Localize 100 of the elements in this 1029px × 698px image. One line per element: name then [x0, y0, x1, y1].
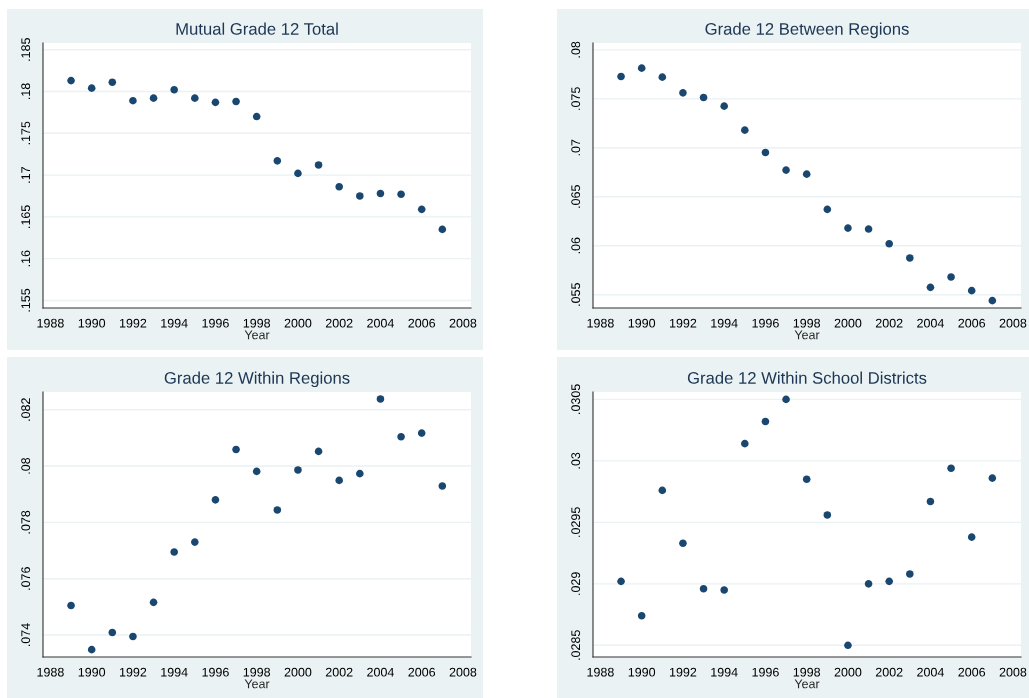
x-tick-label: 2008	[999, 318, 1027, 328]
point	[191, 94, 199, 102]
y-tick-label: .07	[571, 139, 581, 156]
y-tick-label: .18	[21, 83, 31, 100]
x-tick-label: 2004	[917, 318, 944, 328]
point	[108, 628, 117, 637]
y-tick-label: .08	[571, 41, 581, 58]
y-tick-label: .08	[21, 457, 31, 474]
chart-title: Grade 12 Within Regions	[164, 371, 350, 388]
y-tick-label: .06	[571, 237, 581, 254]
point	[87, 84, 96, 92]
x-tick-label: 1990	[628, 667, 656, 677]
point	[761, 148, 770, 157]
x-tick-label: 2006	[958, 667, 986, 677]
point	[232, 445, 240, 454]
x-tick-label: 1996	[202, 667, 229, 677]
point	[926, 283, 935, 292]
chart-title: Grade 12 Within School Districts	[687, 371, 927, 384]
y-tick-label: .055	[571, 283, 581, 306]
point	[170, 548, 178, 556]
x-tick-label: 2004	[367, 667, 394, 677]
point	[637, 612, 646, 620]
x-tick-label: 1992	[669, 667, 697, 677]
x-tick-label: 2000	[834, 318, 862, 328]
y-tick-label: .065	[571, 185, 581, 208]
point	[376, 395, 385, 403]
y-tick-label: .029	[571, 572, 581, 595]
point	[617, 72, 625, 81]
x-tick-label: 2002	[875, 318, 903, 328]
point	[823, 205, 832, 214]
x-tick-label: 1998	[243, 667, 271, 677]
x-tick-label: 1994	[161, 318, 188, 328]
x-tick-label: 2002	[325, 318, 353, 328]
point	[864, 580, 873, 588]
x-tick-label: 1992	[119, 318, 147, 328]
point	[720, 586, 728, 594]
point	[191, 538, 199, 546]
x-tick-label: 1988	[37, 318, 64, 328]
y-tick-label: .076	[21, 567, 31, 590]
point	[170, 86, 178, 94]
point	[926, 497, 935, 506]
x-tick-label: 1992	[669, 318, 697, 328]
point	[417, 429, 426, 437]
y-tick-label: .0295	[571, 507, 581, 537]
x-tick-label: 2002	[875, 667, 903, 677]
point	[252, 112, 261, 121]
y-tick-label: .0285	[571, 630, 581, 660]
point	[741, 439, 749, 448]
point	[129, 632, 137, 641]
point	[679, 539, 687, 548]
point	[947, 273, 955, 281]
point	[967, 286, 976, 295]
point	[617, 577, 625, 586]
y-tick-label: .185	[21, 38, 31, 61]
x-tick-label: 2000	[834, 667, 862, 677]
point	[720, 102, 728, 110]
point	[802, 475, 811, 484]
point	[273, 506, 282, 514]
point	[699, 93, 708, 102]
point	[397, 432, 405, 441]
x-tick-label: 2006	[408, 667, 436, 677]
x-tick-label: 1998	[243, 318, 271, 328]
point	[67, 76, 75, 85]
x-tick-label: 1994	[161, 667, 188, 677]
x-tick-label: 1994	[711, 667, 738, 677]
point	[314, 447, 323, 456]
x-tick-label: 1988	[587, 318, 614, 328]
point	[335, 182, 343, 191]
x-tick-label: 2000	[284, 318, 312, 328]
point	[335, 476, 343, 485]
x-tick-label: 2006	[408, 318, 436, 328]
y-tick-label: .03	[571, 452, 581, 469]
point	[988, 474, 997, 482]
point	[294, 466, 302, 474]
point	[885, 577, 893, 586]
x-axis-title: Year	[244, 330, 270, 340]
point	[314, 161, 323, 169]
point	[885, 239, 893, 248]
point	[906, 254, 914, 262]
chart-title: Mutual Grade 12 Total	[176, 22, 338, 35]
x-tick-label: 1996	[202, 318, 229, 328]
point	[864, 225, 873, 233]
point	[252, 467, 261, 476]
x-tick-label: 2008	[999, 667, 1027, 677]
x-tick-label: 1990	[628, 318, 656, 328]
point	[658, 486, 667, 495]
point	[108, 78, 117, 87]
x-tick-label: 1990	[78, 318, 106, 328]
point	[149, 94, 158, 102]
x-tick-label: 2008	[449, 318, 477, 328]
point	[761, 417, 770, 426]
y-tick-label: .16	[21, 250, 31, 267]
point	[87, 645, 96, 654]
point	[397, 190, 405, 199]
y-tick-label: .175	[21, 121, 31, 145]
point	[844, 641, 852, 650]
point	[802, 170, 811, 178]
point	[782, 166, 790, 174]
point	[356, 192, 364, 200]
point	[844, 224, 852, 232]
